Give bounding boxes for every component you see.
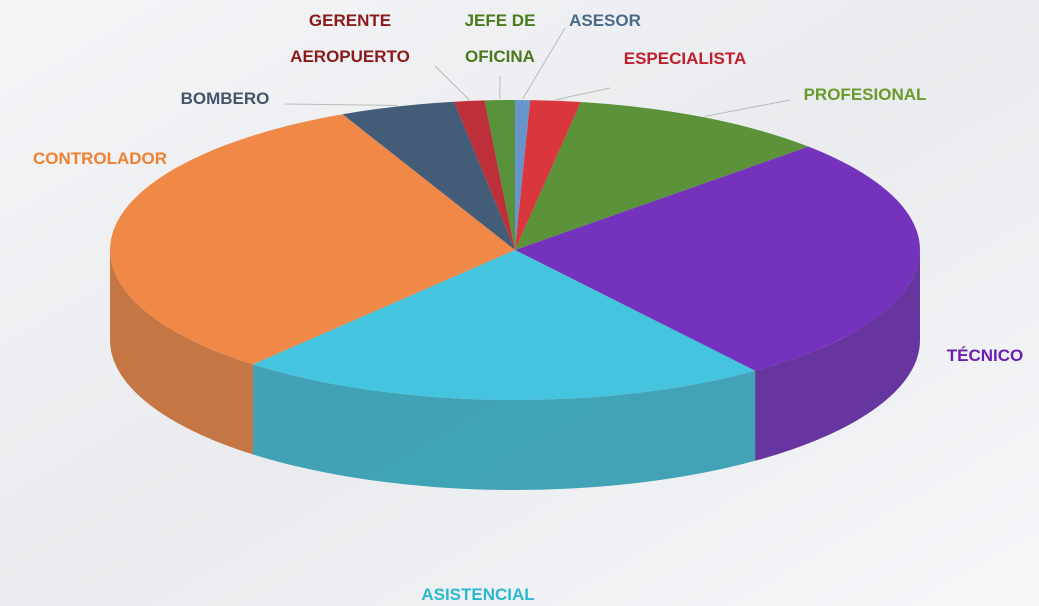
slice-label: ASESOR <box>569 11 641 30</box>
label-line: CONTROLADOR <box>33 149 167 168</box>
slice-label: CONTROLADOR <box>33 149 167 168</box>
slice-label: TÉCNICO <box>947 346 1024 365</box>
label-line: BOMBERO <box>181 89 270 108</box>
label-line: ASESOR <box>569 11 641 30</box>
slice-label: ESPECIALISTA <box>624 49 746 68</box>
label-line: GERENTE <box>309 11 391 30</box>
label-line: ASISTENCIAL <box>421 585 534 604</box>
slice-label: ASISTENCIAL <box>421 585 534 604</box>
slice-label: BOMBERO <box>181 89 270 108</box>
label-line: ESPECIALISTA <box>624 49 746 68</box>
label-line: TÉCNICO <box>947 346 1024 365</box>
slice-label: PROFESIONAL <box>804 85 927 104</box>
chart: ASESOR ESPECIALISTA PROFESIONAL TÉCNICO ASIS… <box>0 0 1039 606</box>
pie-tops <box>110 100 920 400</box>
label-line: JEFE DE <box>465 11 536 30</box>
label-line: AEROPUERTO <box>290 47 410 66</box>
label-line: OFICINA <box>465 47 535 66</box>
label-line: PROFESIONAL <box>804 85 927 104</box>
